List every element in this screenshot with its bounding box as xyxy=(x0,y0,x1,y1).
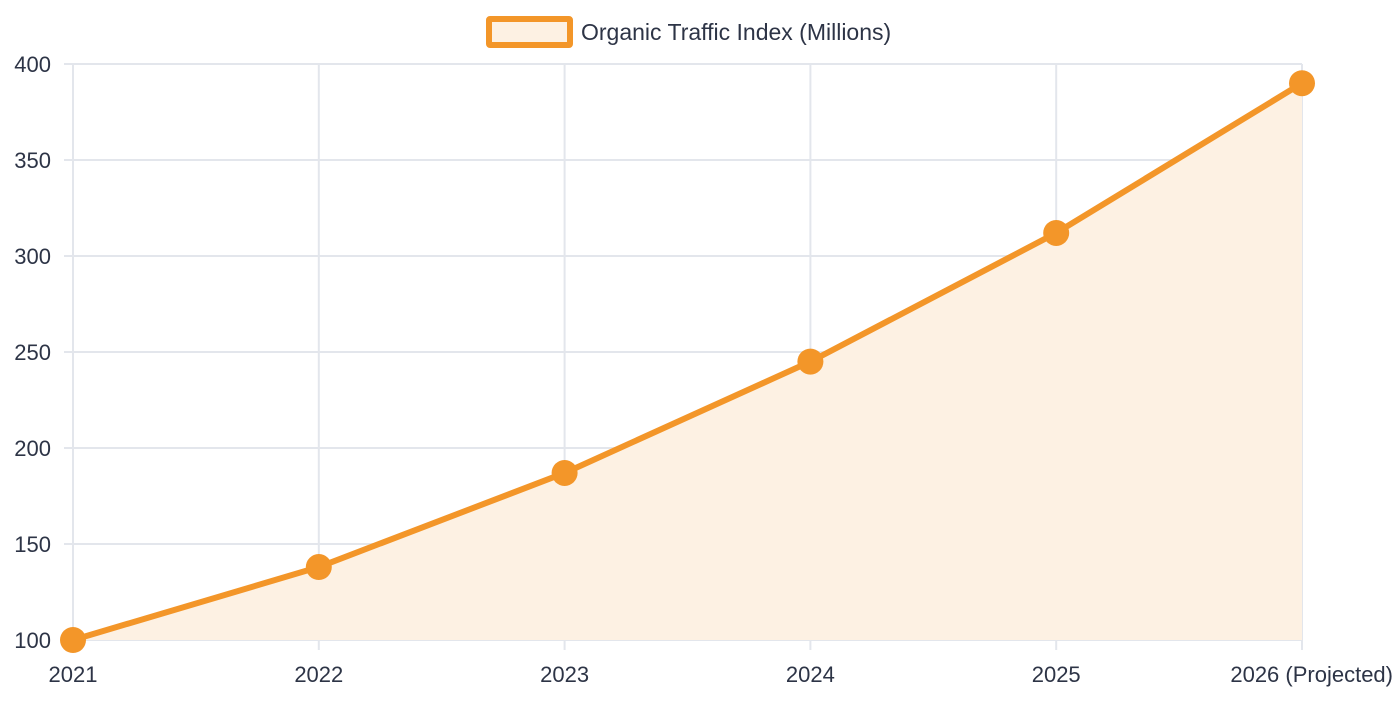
x-tick-label: 2021 xyxy=(49,662,98,687)
area-layer xyxy=(73,83,1302,640)
data-point xyxy=(1043,219,1070,246)
x-tick-label: 2022 xyxy=(294,662,343,687)
legend[interactable]: Organic Traffic Index (Millions) xyxy=(486,16,891,48)
data-point xyxy=(551,459,578,486)
series-area xyxy=(73,83,1302,640)
y-tick-label: 300 xyxy=(14,244,51,269)
legend-swatch[interactable] xyxy=(486,16,573,48)
y-tick-label: 100 xyxy=(14,628,51,653)
line-layer xyxy=(70,80,1305,643)
data-point xyxy=(60,627,86,653)
x-axis: 2021 2022 2023 2024 2025 2026 (Projected) xyxy=(49,662,1393,687)
y-tick-label: 150 xyxy=(14,532,51,557)
y-tick-label: 250 xyxy=(14,340,51,365)
y-tick-label: 350 xyxy=(14,148,51,173)
point-layer xyxy=(60,70,1315,653)
x-tick-label: 2023 xyxy=(540,662,589,687)
series-line xyxy=(70,80,1305,643)
data-point xyxy=(305,554,332,581)
y-tick-label: 200 xyxy=(14,436,51,461)
y-tick-label: 400 xyxy=(14,52,51,77)
x-tick-label: 2024 xyxy=(786,662,835,687)
data-point xyxy=(797,348,824,375)
x-tick-label: 2025 xyxy=(1032,662,1081,687)
legend-label[interactable]: Organic Traffic Index (Millions) xyxy=(581,19,891,45)
y-axis: 100 150 200 250 300 350 400 xyxy=(14,52,51,653)
x-tick-label: 2026 (Projected) xyxy=(1230,662,1393,687)
data-point xyxy=(1289,70,1315,97)
